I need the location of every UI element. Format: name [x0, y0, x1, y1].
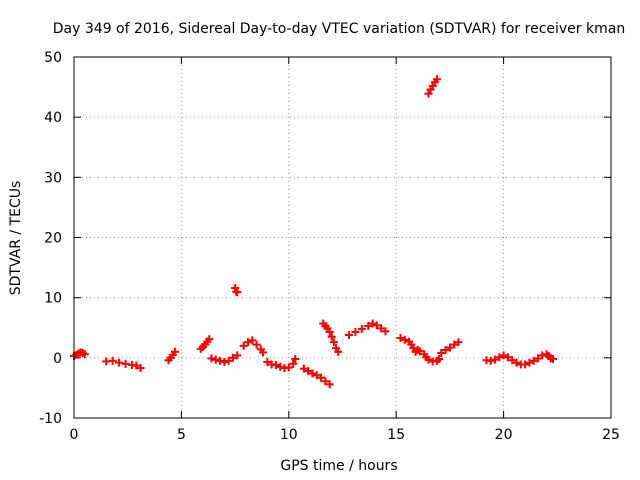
- data-point: [533, 354, 542, 363]
- data-point: [80, 350, 89, 359]
- data-point: [304, 367, 313, 376]
- data-point: [334, 347, 343, 356]
- data-point: [424, 355, 433, 364]
- chart-title: Day 349 of 2016, Sidereal Day-to-day VTE…: [53, 21, 625, 37]
- data-point: [243, 338, 252, 347]
- data-point: [220, 358, 229, 367]
- data-point: [289, 359, 298, 368]
- data-point: [312, 371, 321, 380]
- data-point: [368, 319, 377, 328]
- data-point: [132, 361, 141, 370]
- data-point: [115, 358, 124, 367]
- y-tick-label: -10: [39, 411, 62, 427]
- data-point: [424, 89, 433, 98]
- plot-frame: [73, 56, 612, 419]
- y-tick-label: 10: [44, 291, 62, 307]
- data-point: [284, 363, 293, 372]
- data-point: [495, 353, 504, 362]
- x-tick-label: 10: [280, 427, 298, 443]
- data-point: [136, 364, 145, 373]
- data-point: [327, 332, 336, 341]
- data-point: [291, 355, 300, 364]
- data-point: [121, 359, 130, 368]
- data-point: [351, 327, 360, 336]
- data-point: [441, 346, 450, 355]
- x-tick-label: 15: [387, 427, 405, 443]
- data-points: [70, 75, 558, 389]
- data-point: [433, 75, 442, 84]
- data-point: [400, 335, 409, 344]
- y-axis-label: SDTVAR / TECUs: [8, 181, 24, 296]
- x-tick-label: 5: [177, 427, 186, 443]
- data-point: [529, 356, 538, 365]
- x-tick-label: 25: [602, 427, 620, 443]
- y-tick-label: 20: [44, 231, 62, 247]
- data-point: [276, 362, 285, 371]
- data-point: [525, 358, 534, 367]
- data-point: [344, 330, 353, 339]
- y-tick-label: 40: [44, 110, 62, 126]
- data-point: [435, 355, 444, 364]
- grid-lines: [74, 57, 611, 418]
- data-point: [549, 355, 558, 364]
- data-point: [228, 353, 237, 362]
- data-point: [321, 377, 330, 386]
- data-point: [329, 338, 338, 347]
- data-point: [381, 327, 390, 336]
- data-point: [486, 356, 495, 365]
- data-point: [372, 321, 381, 330]
- data-point: [499, 351, 508, 360]
- data-point: [252, 340, 261, 349]
- data-point: [207, 354, 216, 363]
- data-point: [211, 355, 220, 364]
- data-point: [233, 351, 242, 360]
- data-point: [437, 349, 446, 358]
- data-point: [317, 373, 326, 382]
- data-point: [224, 356, 233, 365]
- data-point: [503, 353, 512, 362]
- data-point: [325, 380, 334, 389]
- x-tick-label: 20: [495, 427, 513, 443]
- data-point: [508, 356, 517, 365]
- data-point: [364, 321, 373, 330]
- data-point: [170, 347, 179, 356]
- y-tick-label: 0: [53, 351, 62, 367]
- data-point: [108, 356, 117, 365]
- x-axis-label: GPS time / hours: [280, 458, 397, 474]
- data-point: [491, 355, 500, 364]
- data-point: [239, 341, 248, 350]
- data-point: [445, 343, 454, 352]
- y-tick-label: 50: [44, 50, 62, 66]
- data-point: [521, 360, 530, 369]
- data-point: [233, 288, 242, 297]
- data-point: [396, 333, 405, 342]
- x-tick-label: 0: [70, 427, 79, 443]
- data-point: [271, 361, 280, 370]
- data-point: [263, 358, 272, 367]
- data-point: [325, 327, 334, 336]
- data-point: [248, 336, 257, 345]
- data-point: [450, 340, 459, 349]
- data-point: [454, 338, 463, 347]
- y-tick-label: 30: [44, 170, 62, 186]
- data-point: [259, 348, 268, 357]
- data-point: [299, 364, 308, 373]
- data-point: [216, 356, 225, 365]
- data-point: [512, 358, 521, 367]
- data-point: [377, 324, 386, 333]
- data-point: [308, 369, 317, 378]
- data-point: [205, 335, 214, 344]
- data-point: [415, 347, 424, 356]
- data-point: [357, 324, 366, 333]
